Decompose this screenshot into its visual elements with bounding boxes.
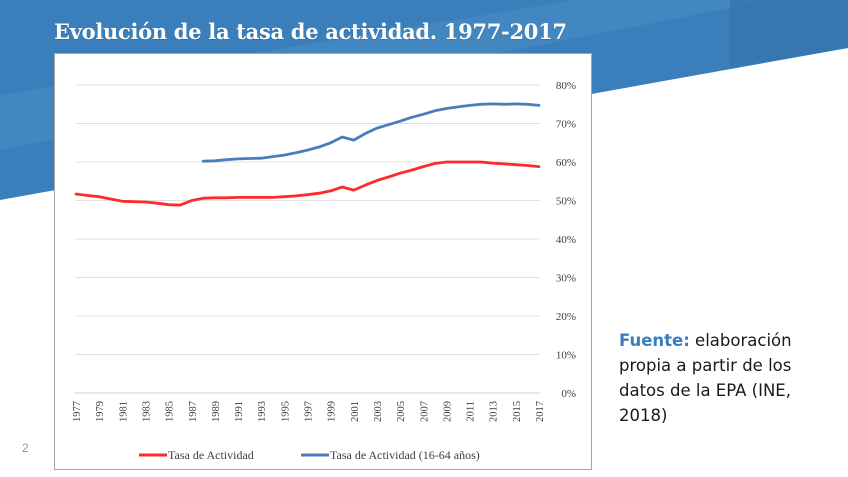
gridlines (75, 84, 540, 394)
series-line-tasa-actividad (74, 160, 541, 207)
y-tick-label: 0% (561, 388, 576, 400)
legend: Tasa de Actividad Tasa de Actividad (16-6… (139, 448, 480, 462)
slide-title: Evolución de la tasa de actividad. 1977-… (54, 19, 567, 44)
x-tick-label: 2013 (489, 401, 500, 422)
x-tick-label: 1985 (165, 401, 176, 422)
x-axis-labels: 1977 1979 1981 1983 1985 1987 1989 1991 1993 1995… (72, 401, 546, 422)
y-tick-label: 80% (556, 80, 576, 92)
x-tick-label: 1991 (234, 401, 245, 422)
y-tick-label: 10% (556, 350, 576, 362)
x-tick-label: 2007 (419, 401, 430, 422)
x-tick-label: 1981 (118, 401, 129, 422)
page-number: 2 (22, 441, 29, 455)
y-tick-label: 20% (556, 311, 576, 323)
y-tick-label: 70% (556, 119, 576, 131)
x-tick-label: 2011 (466, 401, 477, 422)
x-tick-label: 1989 (211, 401, 222, 422)
banner-dark-stripe (730, 0, 848, 68)
legend-item: Tasa de Actividad (16-64 años) (301, 448, 480, 462)
x-tick-label: 2001 (350, 401, 361, 422)
source-text: elaboración propia a partir de los datos… (619, 331, 792, 425)
legend-label: Tasa de Actividad (168, 448, 254, 462)
source-label: Fuente: (619, 331, 690, 350)
x-tick-label: 1997 (304, 401, 315, 422)
line-chart: 0%10%20%30%40%50%60%70%80% 1977 1979 1981 1… (72, 80, 576, 462)
x-tick-label: 2003 (373, 401, 384, 422)
x-tick-label: 1993 (257, 401, 268, 422)
y-tick-label: 30% (556, 273, 576, 285)
y-axis-labels: 0% 10% 20% 30% 40% 50% 60% 70% 80% (556, 80, 576, 400)
x-tick-label: 2017 (535, 401, 546, 422)
x-tick-label: 1977 (72, 401, 83, 422)
source-note: Fuente: elaboración propia a partir de l… (619, 328, 839, 428)
y-tick-label: 50% (556, 196, 576, 208)
series-line-tasa-actividad-16-64 (201, 102, 541, 163)
x-tick-label: 1979 (95, 401, 106, 422)
x-tick-label: 1983 (141, 401, 152, 422)
x-tick-label: 2005 (396, 401, 407, 422)
x-tick-label: 1999 (327, 401, 338, 422)
chart-container: 0% 10% 20% 30% 40% 50% 60% 70% 80% 1977 1979 1981 1… (54, 53, 592, 470)
legend-item: Tasa de Actividad (139, 448, 254, 462)
y-tick-label: 60% (556, 157, 576, 169)
x-tick-label: 1995 (280, 401, 291, 422)
x-tick-label: 2015 (512, 401, 523, 422)
y-tick-label: 40% (556, 234, 576, 246)
series-lines (74, 102, 541, 207)
x-tick-label: 2009 (442, 401, 453, 422)
legend-label: Tasa de Actividad (16-64 años) (330, 448, 480, 462)
x-tick-label: 1987 (188, 401, 199, 422)
